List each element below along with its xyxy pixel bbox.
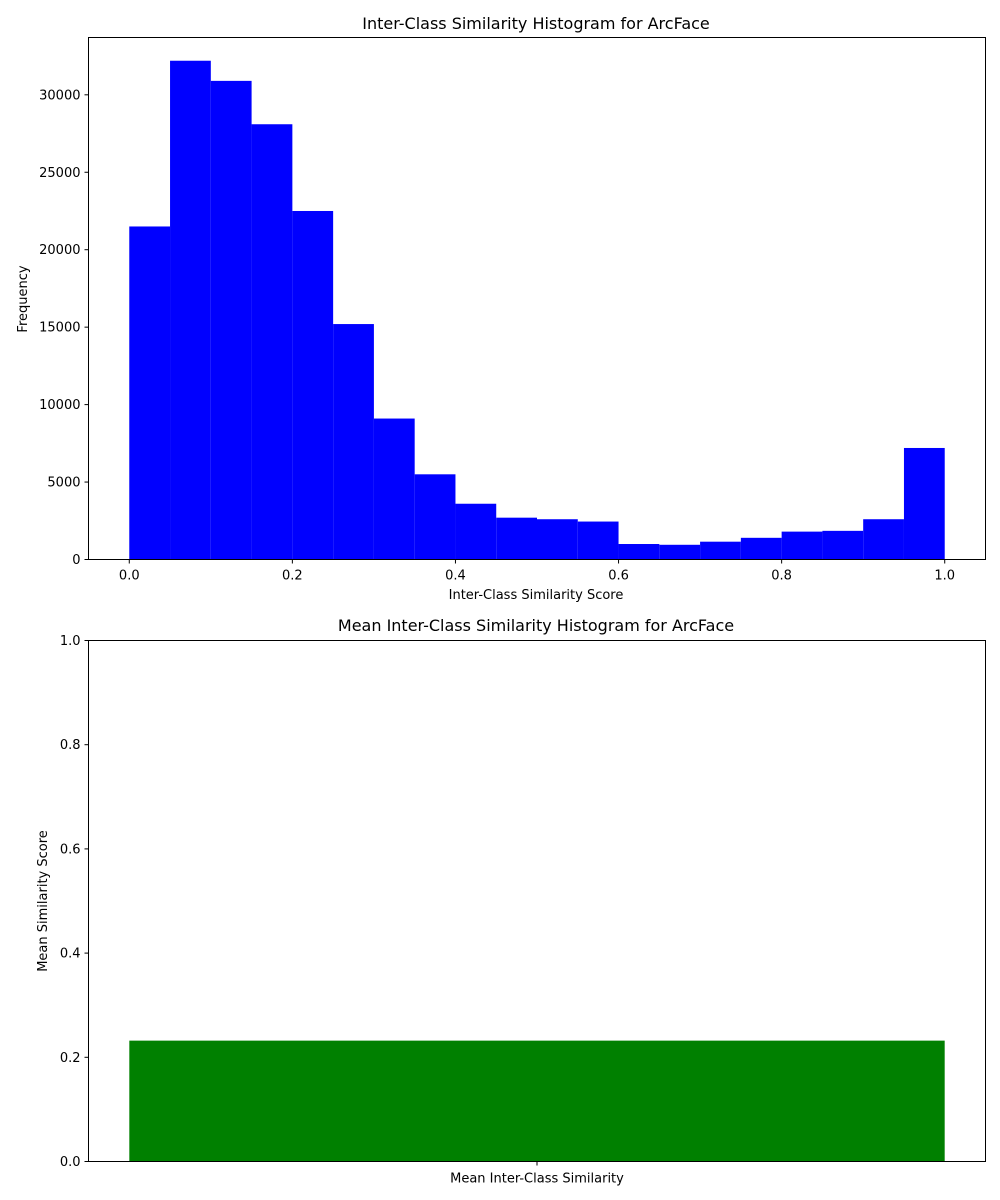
histogram-bar bbox=[292, 210, 334, 560]
y-tick-label: 20000 bbox=[39, 243, 80, 258]
y-tick-label: 0.0 bbox=[60, 1155, 81, 1170]
mean-chart-y-axis-label: Mean Similarity Score bbox=[36, 830, 51, 972]
y-tick-label: 1.0 bbox=[60, 634, 81, 649]
histogram-y-ticks: 0 5000 10000 15000 20000 25000 30000 bbox=[39, 88, 89, 568]
mean-chart-bars bbox=[129, 1040, 945, 1162]
mean-chart-x-ticks: Mean Inter-Class Similarity bbox=[450, 1161, 624, 1187]
x-tick-label: 0.0 bbox=[119, 569, 140, 584]
histogram-bar bbox=[618, 544, 660, 560]
x-tick-label: 0.2 bbox=[282, 569, 303, 584]
histogram-y-axis-label: Frequency bbox=[16, 265, 31, 332]
y-tick-label: 0.8 bbox=[60, 738, 81, 753]
histogram-x-axis-label: Inter-Class Similarity Score bbox=[449, 588, 624, 603]
histogram-bar bbox=[496, 517, 537, 560]
histogram-bar bbox=[414, 474, 456, 560]
x-tick-label: 1.0 bbox=[934, 569, 955, 584]
histogram-chart: Inter-Class Similarity Histogram for Arc… bbox=[16, 14, 986, 603]
histogram-bar bbox=[577, 521, 619, 560]
histogram-bar bbox=[700, 541, 741, 560]
mean-chart-axes-frame bbox=[88, 640, 986, 1162]
histogram-bar bbox=[373, 418, 415, 560]
mean-chart-title: Mean Inter-Class Similarity Histogram fo… bbox=[338, 616, 734, 635]
histogram-bar bbox=[822, 530, 864, 560]
y-tick-label: 0 bbox=[72, 553, 80, 568]
histogram-bar bbox=[129, 226, 171, 560]
histogram-bar bbox=[863, 519, 904, 560]
histogram-x-ticks: 0.0 0.2 0.4 0.6 0.8 1.0 bbox=[119, 559, 955, 584]
y-tick-label: 0.2 bbox=[60, 1051, 81, 1066]
histogram-bar bbox=[537, 519, 578, 560]
histogram-bar bbox=[333, 324, 374, 560]
x-tick-label: 0.4 bbox=[445, 569, 466, 584]
mean-similarity-chart: Mean Inter-Class Similarity Histogram fo… bbox=[36, 616, 986, 1187]
histogram-bar bbox=[781, 531, 823, 560]
y-tick-label: 15000 bbox=[39, 321, 80, 336]
mean-similarity-bar bbox=[129, 1040, 945, 1162]
histogram-axes-frame bbox=[88, 37, 986, 560]
y-tick-label: 0.6 bbox=[60, 842, 81, 857]
y-tick-label: 25000 bbox=[39, 166, 80, 181]
histogram-bar bbox=[251, 124, 293, 560]
histogram-bar bbox=[210, 80, 252, 560]
y-tick-label: 10000 bbox=[39, 398, 80, 413]
histogram-bar bbox=[740, 537, 782, 560]
histogram-bar bbox=[659, 544, 701, 560]
y-tick-label: 5000 bbox=[47, 476, 80, 491]
histogram-bar bbox=[455, 503, 497, 560]
y-tick-label: 0.4 bbox=[60, 947, 81, 962]
mean-chart-y-ticks: 0.0 0.2 0.4 0.6 0.8 1.0 bbox=[60, 634, 89, 1170]
x-tick-label: 0.6 bbox=[608, 569, 629, 584]
x-tick-label: Mean Inter-Class Similarity bbox=[450, 1172, 624, 1187]
y-tick-label: 30000 bbox=[39, 88, 80, 103]
histogram-bars bbox=[129, 60, 945, 560]
histogram-bar bbox=[903, 447, 945, 560]
histogram-bar bbox=[170, 60, 211, 560]
x-tick-label: 0.8 bbox=[771, 569, 792, 584]
histogram-title: Inter-Class Similarity Histogram for Arc… bbox=[362, 14, 710, 33]
